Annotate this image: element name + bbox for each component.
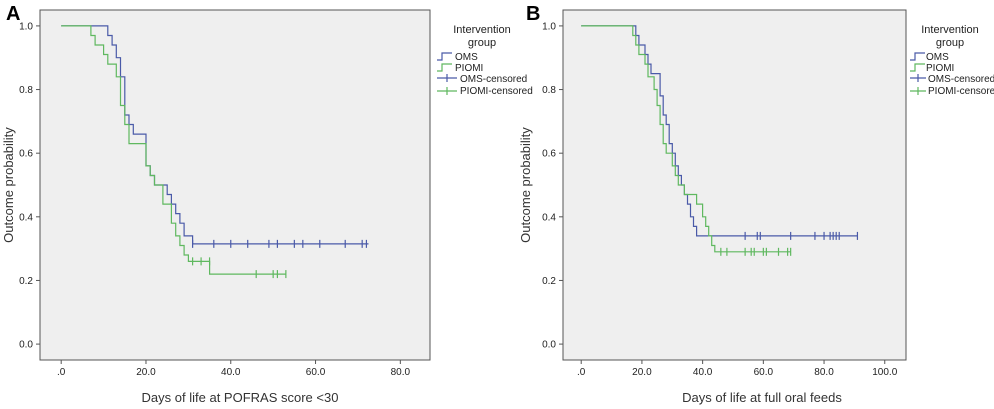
panel-b-legend-item-piomi: PIOMI <box>910 63 954 74</box>
panel-a-piomi-curve <box>61 25 286 275</box>
panel-a-legend-item-piomi-censored: PIOMI-censored <box>437 86 533 97</box>
panel-a-legend-label-oms-censored: OMS-censored <box>460 74 527 85</box>
panel-b-y-tick-label: 0.0 <box>542 340 556 351</box>
panel-b-x-tick-label: 60.0 <box>754 367 774 378</box>
panel-a-label: A <box>6 3 20 25</box>
panel-b-legend-title-line2: group <box>936 37 964 49</box>
panel-a-plot-area <box>39 9 431 361</box>
panel-b-y-tick-label: 1.0 <box>542 21 556 32</box>
panel-a-x-tick-label: 40.0 <box>221 367 241 378</box>
panel-a-legend-label-piomi: PIOMI <box>455 63 483 74</box>
panel-b-legend: Intervention group OMS PIOMI OMS-censore… <box>910 24 994 97</box>
panel-b-x-axis-title: Days of life at full oral feeds <box>682 390 842 405</box>
panel-b-x-tick-label: 20.0 <box>632 367 652 378</box>
panel-b-x-tick-label: .0 <box>577 367 586 378</box>
panel-a: A Outcome probability Days of life at PO… <box>1 3 533 405</box>
panel-b-legend-item-oms-censored: OMS-censored <box>910 74 994 85</box>
panel-b-legend-label-oms: OMS <box>926 52 949 63</box>
panel-b-y-tick-label: 0.4 <box>542 212 556 223</box>
panel-a-x-tick-label: 20.0 <box>136 367 156 378</box>
panel-b-piomi-curve <box>581 25 791 253</box>
panel-a-legend-title-line2: group <box>468 37 496 49</box>
panel-b-legend-label-oms-censored: OMS-censored <box>928 74 994 85</box>
panel-a-x-axis-title: Days of life at POFRAS score <30 <box>142 390 339 405</box>
panel-b: B Outcome probability Days of life at fu… <box>518 3 994 405</box>
panel-a-y-tick-label: 0.6 <box>19 149 33 160</box>
panel-a-legend-item-oms-censored: OMS-censored <box>437 74 527 85</box>
panel-a-legend-label-oms: OMS <box>455 52 478 63</box>
panel-a-x-tick-label: .0 <box>57 367 66 378</box>
panel-b-y-axis-title: Outcome probability <box>518 127 533 243</box>
panel-b-legend-item-piomi-censored: PIOMI-censored <box>910 86 994 97</box>
panel-a-y-axis-title: Outcome probability <box>1 127 16 243</box>
panel-a-x-tick-label: 80.0 <box>391 367 411 378</box>
panel-a-legend-label-piomi-censored: PIOMI-censored <box>460 86 533 97</box>
panel-b-y-tick-label: 0.8 <box>542 85 556 96</box>
panel-a-y-tick-label: 0.0 <box>19 340 33 351</box>
panel-b-legend-label-piomi: PIOMI <box>926 63 954 74</box>
panel-b-x-tick-label: 80.0 <box>814 367 834 378</box>
panel-a-legend-item-piomi: PIOMI <box>437 63 483 74</box>
panel-b-oms-curve <box>581 25 858 237</box>
panel-b-legend-item-oms: OMS <box>910 52 949 63</box>
panel-b-legend-title-line1: Intervention <box>921 24 978 36</box>
panel-a-legend: Intervention group OMS PIOMI OMS-censore… <box>437 24 533 97</box>
panel-a-y-tick-label: 0.2 <box>19 276 33 287</box>
panel-b-y-tick-label: 0.2 <box>542 276 556 287</box>
panel-b-y-tick-label: 0.6 <box>542 149 556 160</box>
panel-a-legend-title-line1: Intervention <box>453 24 510 36</box>
panel-a-y-tick-label: 0.4 <box>19 212 33 223</box>
panel-a-x-tick-label: 60.0 <box>306 367 326 378</box>
panel-b-plot-area <box>562 9 907 361</box>
panel-b-x-tick-label: 100.0 <box>872 367 897 378</box>
panel-a-legend-item-oms: OMS <box>437 52 478 63</box>
panel-b-label: B <box>526 3 540 25</box>
panel-b-legend-label-piomi-censored: PIOMI-censored <box>928 86 994 97</box>
panel-a-y-tick-label: 0.8 <box>19 85 33 96</box>
panel-b-x-tick-label: 40.0 <box>693 367 713 378</box>
panel-a-y-tick-label: 1.0 <box>19 21 33 32</box>
